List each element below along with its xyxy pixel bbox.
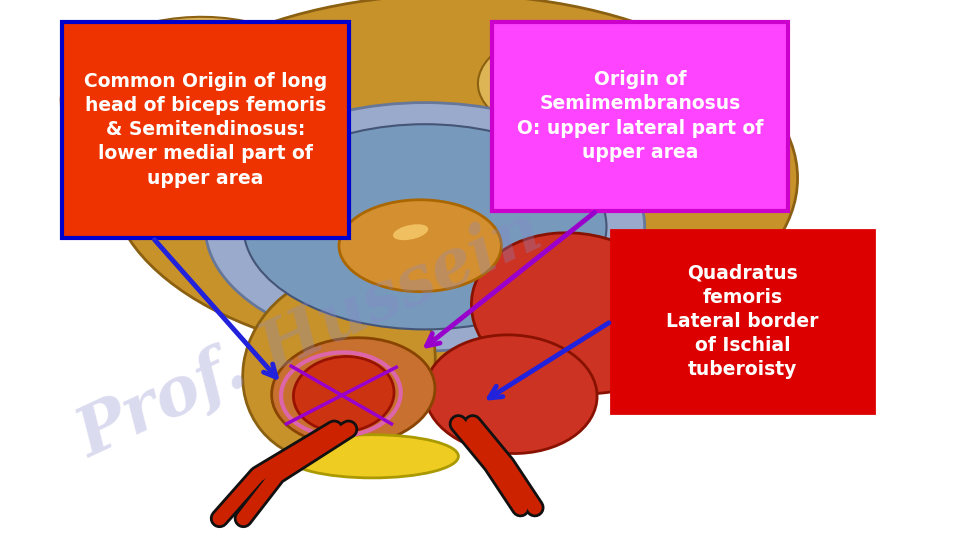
Ellipse shape bbox=[60, 17, 330, 178]
FancyBboxPatch shape bbox=[61, 22, 348, 238]
Ellipse shape bbox=[478, 22, 716, 140]
Text: Prof. Hussein: Prof. Hussein bbox=[67, 199, 553, 471]
Ellipse shape bbox=[286, 435, 458, 478]
Ellipse shape bbox=[243, 273, 435, 462]
Ellipse shape bbox=[294, 356, 394, 432]
Ellipse shape bbox=[424, 335, 597, 454]
Circle shape bbox=[244, 124, 607, 329]
Ellipse shape bbox=[393, 224, 428, 240]
Circle shape bbox=[339, 200, 501, 292]
Ellipse shape bbox=[471, 233, 684, 394]
Ellipse shape bbox=[109, 0, 798, 362]
FancyBboxPatch shape bbox=[612, 230, 874, 413]
FancyBboxPatch shape bbox=[492, 22, 788, 211]
Text: Origin of
Semimembranosus
O: upper lateral part of
upper area: Origin of Semimembranosus O: upper later… bbox=[516, 70, 763, 162]
Text: Common Origin of long
head of biceps femoris
& Semitendinosus:
lower medial part: Common Origin of long head of biceps fem… bbox=[84, 72, 326, 187]
Text: Quadratus
femoris
Lateral border
of Ischial
tuberoisty: Quadratus femoris Lateral border of Isch… bbox=[666, 264, 819, 379]
Ellipse shape bbox=[272, 338, 435, 446]
Circle shape bbox=[205, 103, 645, 351]
